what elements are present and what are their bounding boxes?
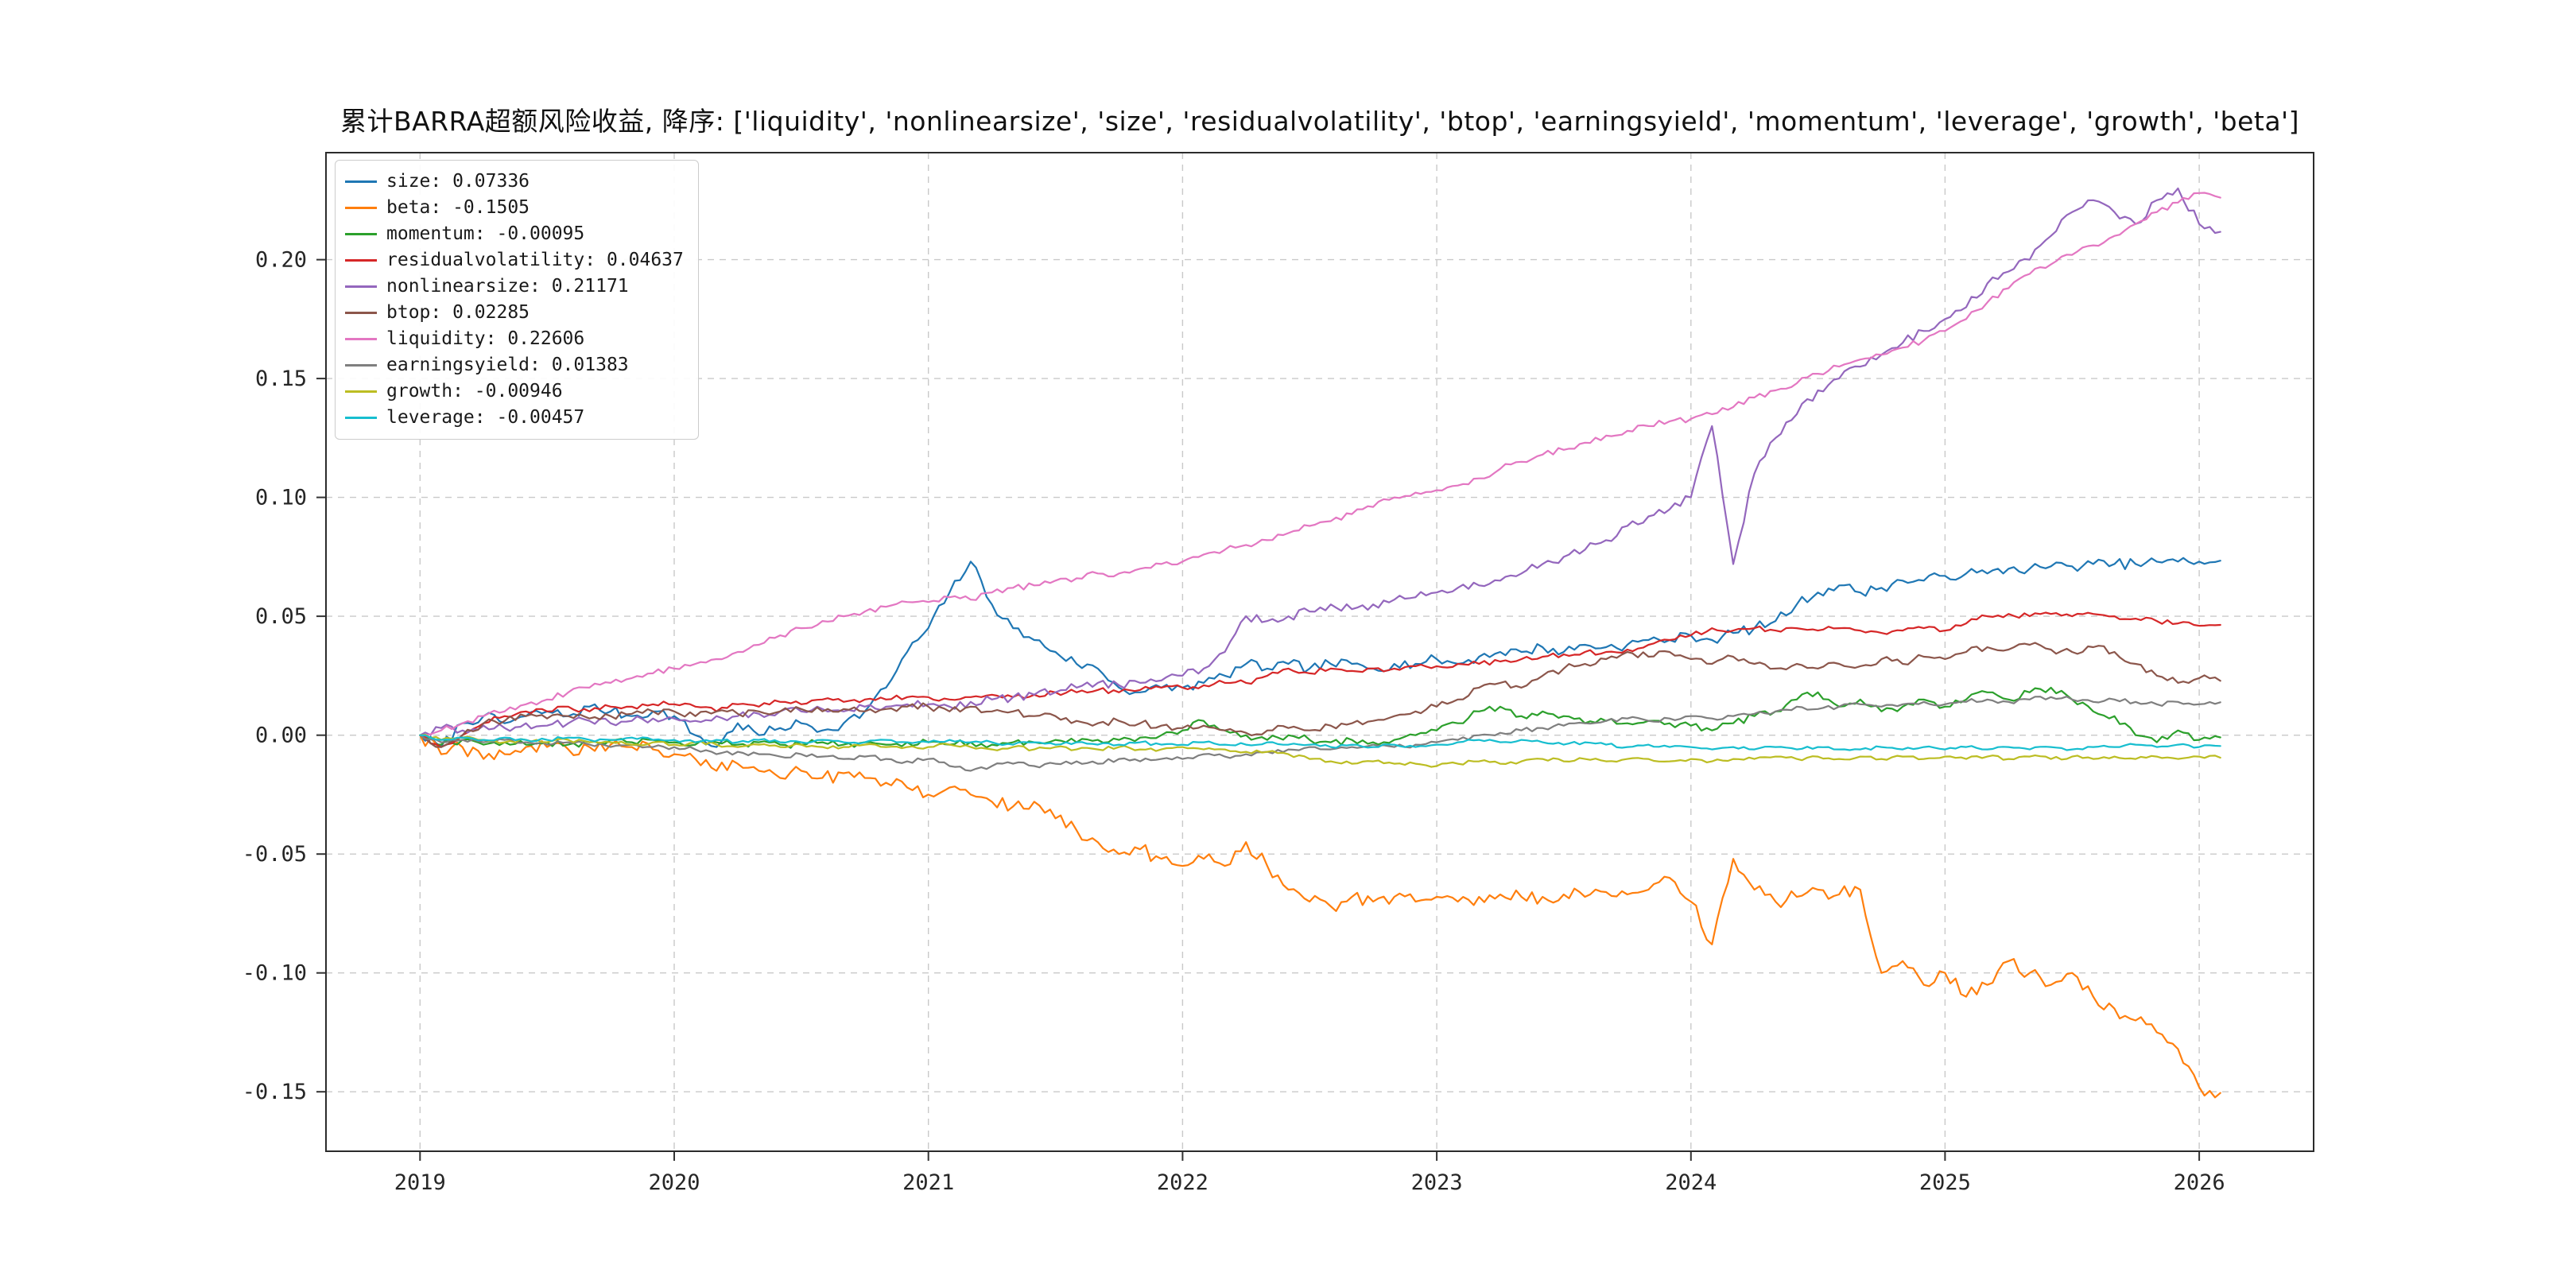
x-axis-tick-label: 2023 xyxy=(1411,1170,1463,1195)
series-line-momentum xyxy=(419,686,2221,749)
legend-item-beta: beta: -0.1505 xyxy=(345,195,684,221)
legend-item-btop: btop: 0.02285 xyxy=(345,300,684,326)
y-axis-tick-label: -0.10 xyxy=(242,961,307,986)
x-axis-tick-label: 2024 xyxy=(1665,1170,1717,1195)
legend-swatch-liquidity xyxy=(345,337,377,341)
series-line-growth xyxy=(419,734,2221,768)
y-axis-tick-label: 0.00 xyxy=(255,724,307,748)
legend-label-earningsyield: earningsyield: 0.01383 xyxy=(386,355,629,375)
legend-label-momentum: momentum: -0.00095 xyxy=(386,223,585,244)
series-line-nonlinearsize xyxy=(419,187,2221,736)
y-axis-tick-label: 0.15 xyxy=(255,367,307,391)
legend-item-momentum: momentum: -0.00095 xyxy=(345,221,684,247)
legend-swatch-growth xyxy=(345,390,377,394)
legend-swatch-residualvolatility xyxy=(345,258,377,262)
y-axis-tick-label: 0.05 xyxy=(255,604,307,629)
series-line-liquidity xyxy=(419,192,2221,737)
legend-swatch-btop xyxy=(345,311,377,315)
legend-item-liquidity: liquidity: 0.22606 xyxy=(345,326,684,352)
x-axis-tick-label: 2025 xyxy=(1919,1170,1971,1195)
y-axis-tick-label: -0.15 xyxy=(242,1080,307,1104)
legend-label-leverage: leverage: -0.00457 xyxy=(386,407,585,428)
legend-item-nonlinearsize: nonlinearsize: 0.21171 xyxy=(345,274,684,300)
series-line-residualvolatility xyxy=(419,611,2221,748)
chart-title: 累计BARRA超额风险收益, 降序: ['liquidity', 'nonlin… xyxy=(339,106,2300,137)
plot-border xyxy=(325,152,2314,1152)
legend-item-growth: growth: -0.00946 xyxy=(345,378,684,405)
legend-swatch-size xyxy=(345,180,377,184)
x-axis-tick-label: 2020 xyxy=(648,1170,700,1195)
legend-label-growth: growth: -0.00946 xyxy=(386,381,563,402)
series-line-earningsyield xyxy=(419,696,2221,772)
legend-label-liquidity: liquidity: 0.22606 xyxy=(386,328,585,349)
series-line-beta xyxy=(419,734,2221,1099)
legend-item-size: size: 0.07336 xyxy=(345,169,684,195)
legend-item-leverage: leverage: -0.00457 xyxy=(345,405,684,431)
legend-item-earningsyield: earningsyield: 0.01383 xyxy=(345,352,684,378)
legend-swatch-momentum xyxy=(345,232,377,236)
series-line-leverage xyxy=(419,734,2221,751)
y-axis-tick-label: 0.20 xyxy=(255,248,307,273)
y-axis-tick-label: -0.05 xyxy=(242,842,307,867)
legend-swatch-earningsyield xyxy=(345,363,377,367)
legend-swatch-nonlinearsize xyxy=(345,285,377,289)
x-axis-tick-label: 2021 xyxy=(902,1170,954,1195)
series-line-size xyxy=(419,557,2221,748)
legend-label-residualvolatility: residualvolatility: 0.04637 xyxy=(386,250,684,270)
legend-label-nonlinearsize: nonlinearsize: 0.21171 xyxy=(386,276,629,297)
legend-swatch-beta xyxy=(345,206,377,210)
x-axis-tick-label: 2019 xyxy=(394,1170,446,1195)
legend: size: 0.07336 beta: -0.1505 momentum: -0.0… xyxy=(335,160,699,440)
series-line-btop xyxy=(419,642,2221,748)
legend-label-beta: beta: -0.1505 xyxy=(386,197,530,218)
x-axis-tick-label: 2026 xyxy=(2174,1170,2225,1195)
y-axis-tick-label: 0.10 xyxy=(255,486,307,510)
legend-item-residualvolatility: residualvolatility: 0.04637 xyxy=(345,247,684,274)
legend-label-btop: btop: 0.02285 xyxy=(386,302,530,323)
x-axis-tick-label: 2022 xyxy=(1157,1170,1208,1195)
legend-swatch-leverage xyxy=(345,416,377,420)
legend-label-size: size: 0.07336 xyxy=(386,171,530,192)
